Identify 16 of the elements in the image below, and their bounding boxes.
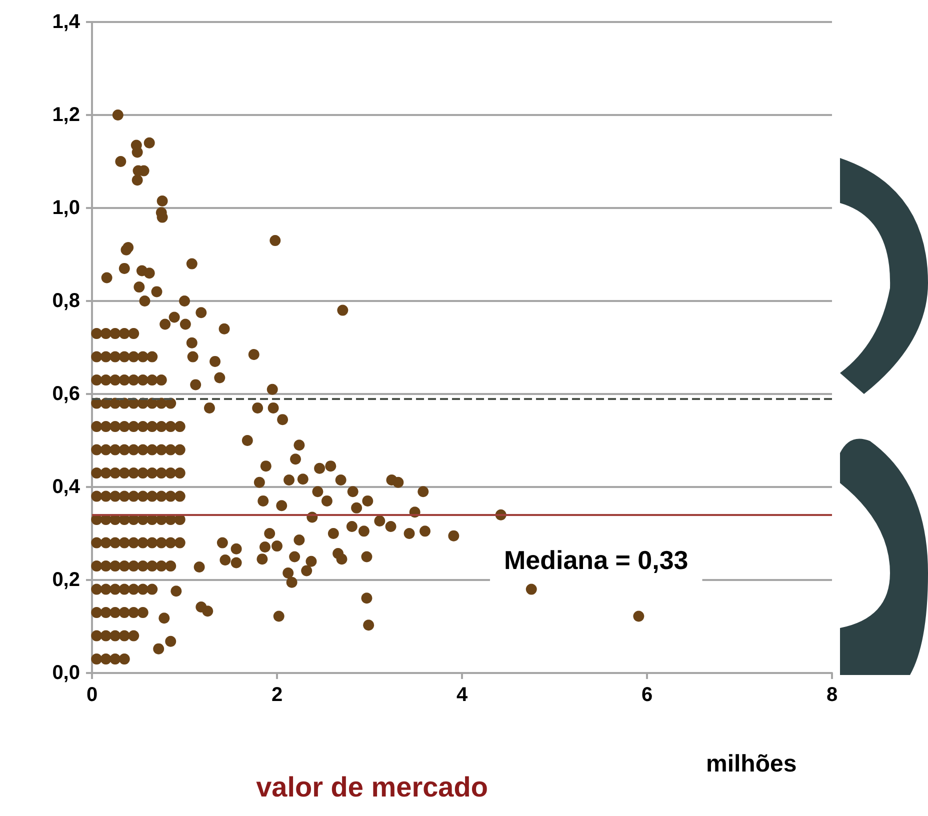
x-axis-title: valor de mercado xyxy=(256,772,488,802)
x-tick-label: 4 xyxy=(456,684,468,706)
annotation: Mediana = 0,33 xyxy=(504,545,688,575)
x-tick-label: 2 xyxy=(271,684,283,706)
y-tick-label: 0,0 xyxy=(52,662,80,684)
y-tick-label: 1,2 xyxy=(52,104,80,126)
x-tick-label: 6 xyxy=(641,684,653,706)
y-tick-label: 1,4 xyxy=(52,11,81,33)
x-tick-label: 0 xyxy=(86,684,98,706)
y-tick-label: 0,2 xyxy=(52,569,80,591)
y-tick-label: 0,8 xyxy=(52,290,80,312)
y-tick-label: 1,0 xyxy=(52,197,80,219)
x-tick-label: 8 xyxy=(826,684,838,706)
y-tick-label: 0,4 xyxy=(52,476,81,498)
y-tick-label: 0,6 xyxy=(52,383,80,405)
text: milhões xyxy=(706,750,797,778)
